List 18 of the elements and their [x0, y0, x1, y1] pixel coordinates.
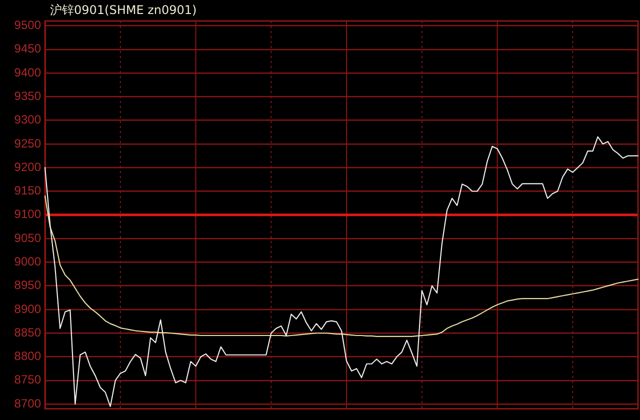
- y-tick-label: 9300: [14, 112, 42, 127]
- y-tick-label: 9450: [14, 42, 42, 56]
- y-tick-label: 8950: [14, 278, 42, 292]
- y-tick-label: 9200: [14, 160, 42, 174]
- y-tick-label: 9400: [14, 65, 42, 80]
- y-tick-label: 8800: [14, 349, 42, 364]
- y-tick-label: 9150: [14, 184, 42, 198]
- y-tick-label: 8850: [14, 325, 42, 340]
- y-tick-label: 9250: [14, 136, 42, 150]
- y-tick-label: 9050: [14, 230, 42, 245]
- y-tick-label: 8700: [14, 396, 42, 410]
- y-tick-label: 8900: [14, 302, 42, 316]
- chart-title: 沪锌0901(SHME zn0901): [50, 3, 197, 18]
- y-tick-label: 8750: [14, 372, 42, 387]
- y-tick-label: 9000: [14, 254, 42, 269]
- y-tick-label: 9500: [14, 18, 42, 32]
- y-tick-label: 9100: [14, 207, 42, 222]
- y-tick-label: 9350: [14, 88, 42, 103]
